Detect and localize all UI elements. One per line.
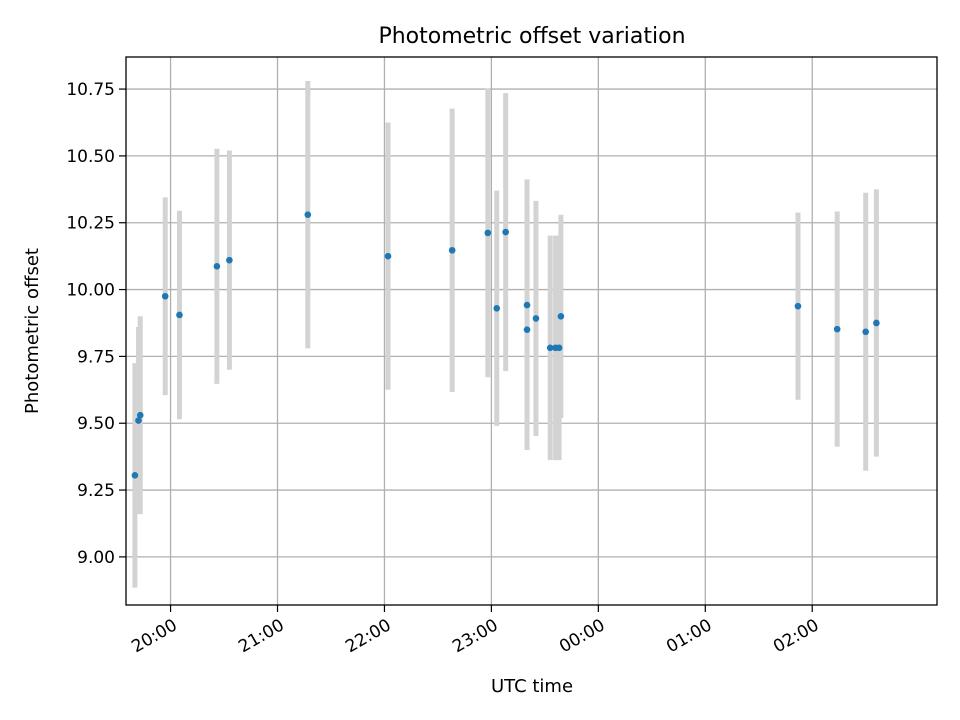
y-tick-label: 10.50 <box>66 147 115 167</box>
data-point <box>493 304 501 312</box>
y-tick-label: 9.25 <box>77 481 115 501</box>
x-tick-label: 02:00 <box>770 615 822 657</box>
chart-title: Photometric offset variation <box>378 24 685 49</box>
data-point <box>176 311 183 319</box>
data-point <box>873 319 880 327</box>
data-point <box>532 315 540 322</box>
y-tick-label: 10.00 <box>66 281 115 301</box>
x-axis-label: UTC time <box>491 676 573 697</box>
data-point <box>502 228 509 236</box>
y-tick-label: 9.00 <box>77 548 115 568</box>
data-point <box>136 411 144 419</box>
data-point <box>131 472 139 479</box>
data-point <box>226 256 233 264</box>
data-point <box>794 302 802 310</box>
data-point <box>135 417 142 424</box>
x-axis: 20:00 21:00 22:00 23:00 00:00 01:00 02:00 <box>128 605 822 657</box>
x-tick-label: 00:00 <box>556 615 608 657</box>
x-tick-label: 22:00 <box>342 615 394 657</box>
data-point <box>484 229 492 237</box>
data-point <box>546 344 554 352</box>
data-point <box>523 326 531 333</box>
y-tick-label: 10.75 <box>66 80 115 100</box>
data-point <box>555 344 563 352</box>
data-point <box>213 263 221 270</box>
x-tick-label: 20:00 <box>128 615 180 657</box>
plot-frame <box>125 56 938 606</box>
data-point <box>557 312 565 320</box>
data-point <box>833 325 841 333</box>
grid <box>126 57 937 605</box>
x-tick-label: 23:00 <box>449 615 501 657</box>
y-tick-label: 10.25 <box>66 214 115 234</box>
y-axis: 9.00 9.25 9.50 9.75 10.00 10.25 10.50 10.75 <box>66 80 126 568</box>
data-point <box>304 211 312 219</box>
data-point <box>161 292 169 300</box>
x-tick-label: 01:00 <box>663 615 715 657</box>
y-axis-label: Photometric offset <box>22 248 43 414</box>
data-point <box>862 328 870 336</box>
x-tick-label: 21:00 <box>235 615 287 657</box>
data-point <box>523 301 531 309</box>
data-point <box>448 246 456 254</box>
data-point <box>384 252 392 260</box>
y-tick-label: 9.50 <box>77 414 115 434</box>
error-bars <box>132 81 879 588</box>
y-tick-label: 9.75 <box>77 347 115 367</box>
data-points <box>131 211 880 479</box>
